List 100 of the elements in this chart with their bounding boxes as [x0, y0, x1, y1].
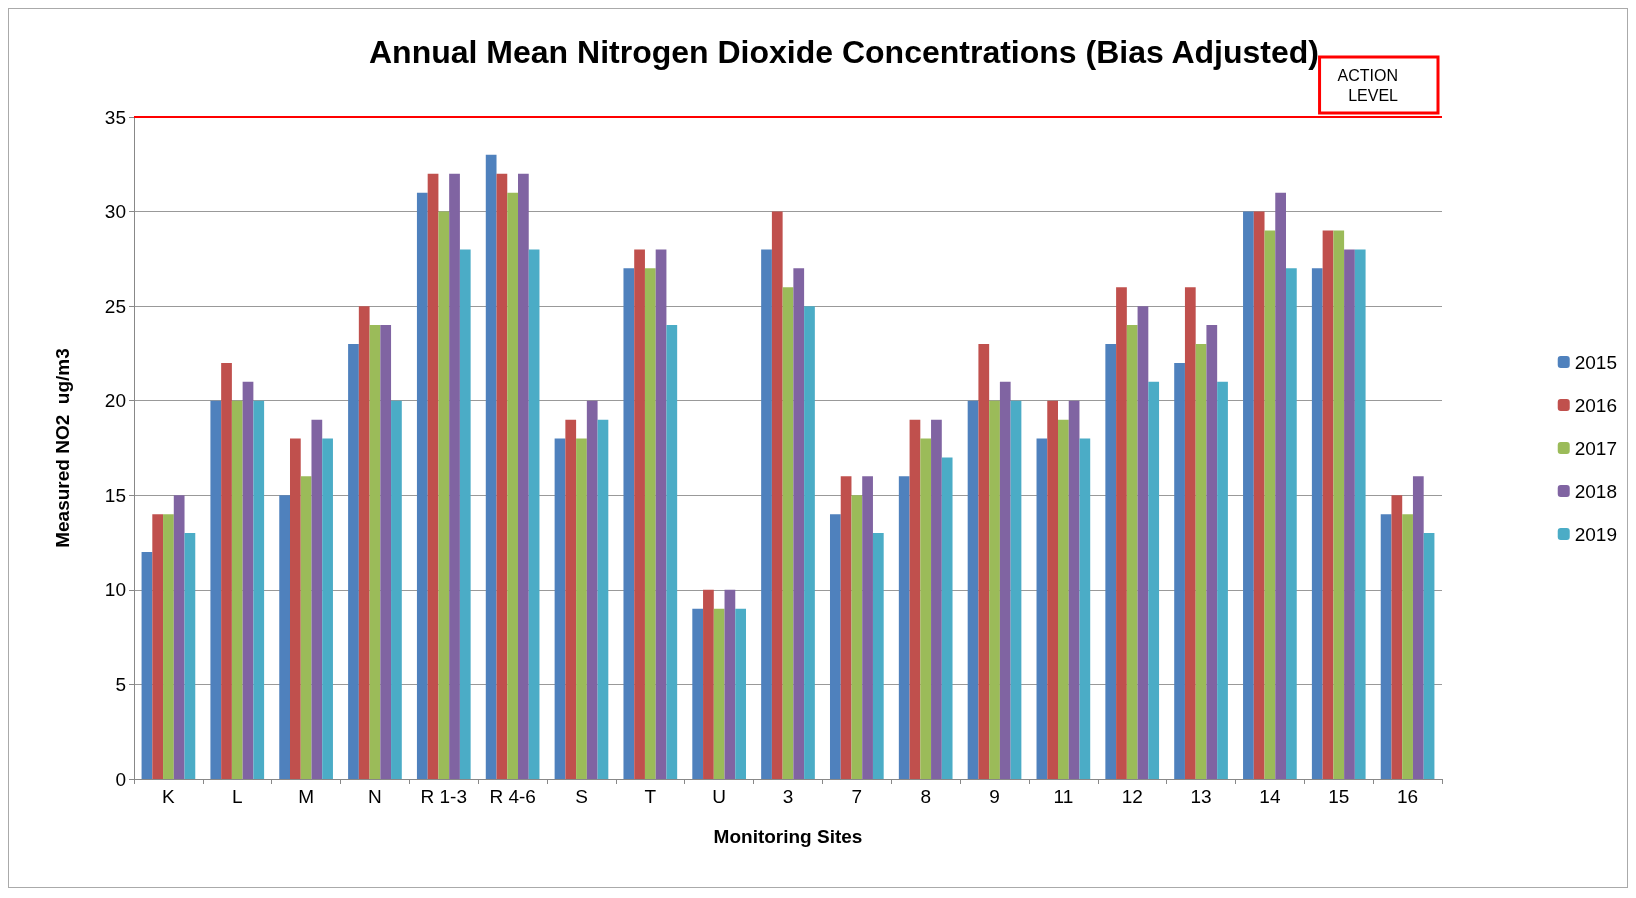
ref-line-label: ACTION LEVEL	[1337, 66, 1399, 104]
x-tick-label: 12	[1121, 786, 1143, 807]
bar	[311, 419, 323, 779]
bar	[978, 343, 990, 779]
bar	[380, 325, 392, 779]
bar	[793, 268, 805, 779]
bar	[1311, 268, 1323, 779]
x-tick-label: T	[644, 786, 657, 807]
bar	[804, 306, 815, 779]
bar	[184, 533, 196, 779]
bar	[692, 608, 704, 779]
bar	[1391, 495, 1403, 779]
x-tick-label: L	[231, 786, 243, 807]
bar	[1058, 419, 1069, 779]
x-tick-label: 13	[1190, 786, 1212, 807]
bar	[1079, 438, 1091, 779]
bar	[840, 476, 852, 779]
bar	[231, 400, 243, 779]
x-tick-label: 14	[1259, 786, 1281, 807]
bar	[623, 268, 635, 779]
bar	[1126, 325, 1138, 779]
bar	[713, 608, 725, 779]
bar	[1380, 514, 1392, 779]
bar	[1253, 211, 1265, 779]
bar	[782, 287, 794, 779]
bar	[438, 211, 450, 779]
legend-label: 2017	[1574, 437, 1618, 459]
bar	[1036, 438, 1048, 779]
bar	[173, 495, 185, 779]
bar	[1423, 533, 1435, 779]
legend-label: 2015	[1574, 351, 1618, 373]
bar	[909, 419, 921, 779]
x-tick-label: R 1-3	[420, 786, 468, 807]
legend-label: 2016	[1574, 394, 1618, 416]
bar	[1195, 343, 1207, 779]
bar	[1068, 400, 1080, 779]
bar	[771, 211, 783, 779]
bar	[141, 552, 153, 779]
bar	[851, 495, 863, 779]
bar	[518, 173, 529, 779]
bar	[1333, 230, 1345, 779]
x-tick-label: N	[368, 786, 382, 807]
bar	[1402, 514, 1413, 779]
bar	[829, 514, 841, 779]
bar	[586, 400, 598, 779]
bar	[322, 438, 333, 779]
x-tick-label: 15	[1328, 786, 1350, 807]
x-tick-label: R 4-6	[489, 786, 536, 807]
x-axis-title: Monitoring Sites	[713, 826, 863, 847]
bar	[724, 589, 736, 779]
bar	[735, 608, 747, 779]
bar	[358, 306, 370, 779]
bar	[1264, 230, 1276, 779]
x-tick-label: 16	[1397, 786, 1419, 807]
bar	[210, 400, 222, 779]
bar	[1354, 249, 1366, 779]
bar	[1105, 343, 1117, 779]
bar	[485, 154, 497, 779]
bar	[862, 476, 873, 779]
x-tick-label: 8	[920, 786, 931, 807]
bar	[369, 325, 381, 779]
bar	[1243, 211, 1254, 779]
bar	[528, 249, 540, 779]
bar	[300, 476, 312, 779]
bar	[554, 438, 566, 779]
bar	[279, 495, 290, 779]
bar	[989, 400, 1000, 779]
bar	[941, 457, 953, 779]
bar	[655, 249, 667, 779]
y-tick-label: 5	[115, 673, 126, 695]
bar	[496, 173, 508, 779]
bar	[1174, 362, 1185, 779]
bar	[1322, 230, 1334, 779]
bar	[459, 249, 471, 779]
bar	[1010, 400, 1022, 779]
y-axis-title: Measured NO2 ug/m3	[52, 348, 73, 548]
x-tick-label: 7	[851, 786, 863, 807]
x-tick-label: S	[575, 786, 588, 807]
bar	[872, 533, 884, 779]
bar	[703, 589, 714, 779]
bar	[1286, 268, 1297, 779]
bar	[898, 476, 910, 779]
x-tick-label: 3	[782, 786, 794, 807]
y-tick-label: 15	[104, 484, 126, 506]
bar	[576, 438, 587, 779]
bar	[163, 514, 174, 779]
bar	[1047, 400, 1058, 779]
y-tick-label: 30	[104, 201, 126, 223]
bar	[920, 438, 932, 779]
bar	[391, 400, 402, 779]
bar	[931, 419, 942, 779]
bar	[1275, 192, 1286, 779]
bar	[565, 419, 577, 779]
bar	[999, 381, 1011, 779]
bar	[644, 268, 656, 779]
chart-title: Annual Mean Nitrogen Dioxide Concentrations (Bias Adjusted)	[369, 34, 1319, 70]
x-tick-label: K	[162, 786, 176, 807]
bar	[221, 362, 232, 779]
x-tick-label: U	[712, 786, 727, 807]
bar	[666, 325, 678, 779]
